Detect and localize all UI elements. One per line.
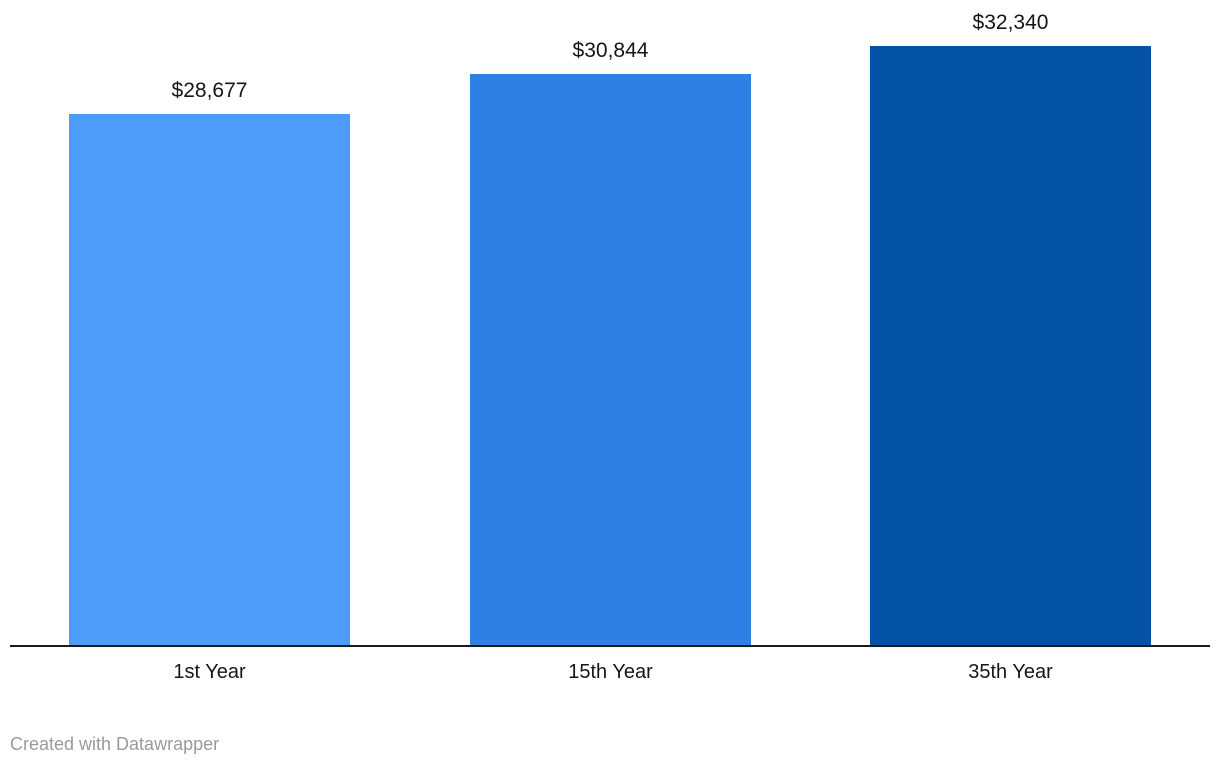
bar-value-label: $28,677 [171,79,248,102]
bar-value-label: $30,844 [572,39,649,62]
x-axis-tick-label: 1st Year [173,661,246,683]
bar [470,74,751,646]
bar [69,114,350,646]
x-axis-line [10,645,1210,647]
attribution-text: Created with Datawrapper [10,734,220,754]
bar [870,46,1151,646]
bar-value-label: $32,340 [972,11,1049,34]
x-axis-tick-label: 35th Year [968,661,1053,683]
x-axis-tick-label: 15th Year [568,661,653,683]
